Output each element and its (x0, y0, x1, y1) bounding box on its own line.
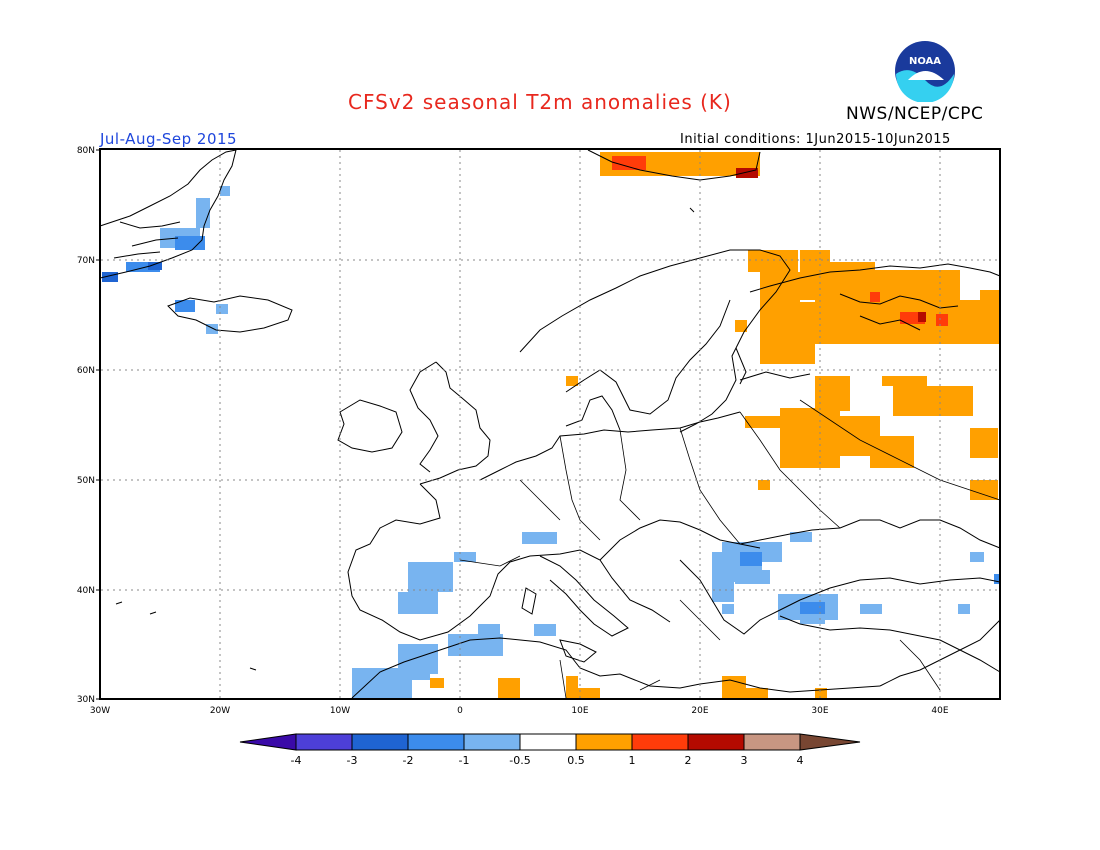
lon-label-0: 0 (457, 706, 463, 716)
lon-label-20e: 20E (691, 706, 708, 716)
lon-label-40e: 40E (931, 706, 948, 716)
lon-label-30w: 30W (90, 706, 110, 716)
lat-label-40n: 40N (77, 586, 95, 596)
colorbar-label: -0.5 (509, 754, 530, 767)
anomaly-patches (102, 152, 1000, 700)
lat-label-50n: 50N (77, 476, 95, 486)
colorbar-label: -2 (403, 754, 414, 767)
lon-label-10e: 10E (571, 706, 588, 716)
lon-label-20w: 20W (210, 706, 230, 716)
colorbar-label: 4 (797, 754, 804, 767)
colorbar-arrow-right (800, 734, 860, 750)
colorbar-label: 3 (741, 754, 748, 767)
colorbar-label: 2 (685, 754, 692, 767)
colorbar-label: -1 (459, 754, 470, 767)
lon-label-10w: 10W (330, 706, 350, 716)
lat-label-30n: 30N (77, 695, 95, 705)
lon-label-30e: 30E (811, 706, 828, 716)
colorbar-label: 1 (629, 754, 636, 767)
lat-label-60n: 60N (77, 366, 95, 376)
lat-label-70n: 70N (77, 256, 95, 266)
colorbar-arrow-left (240, 734, 296, 750)
colorbar-label: 0.5 (567, 754, 585, 767)
colorbar-label: -3 (347, 754, 358, 767)
lat-label-80n: 80N (77, 146, 95, 156)
colorbar (240, 734, 860, 750)
colorbar-label: -4 (291, 754, 302, 767)
